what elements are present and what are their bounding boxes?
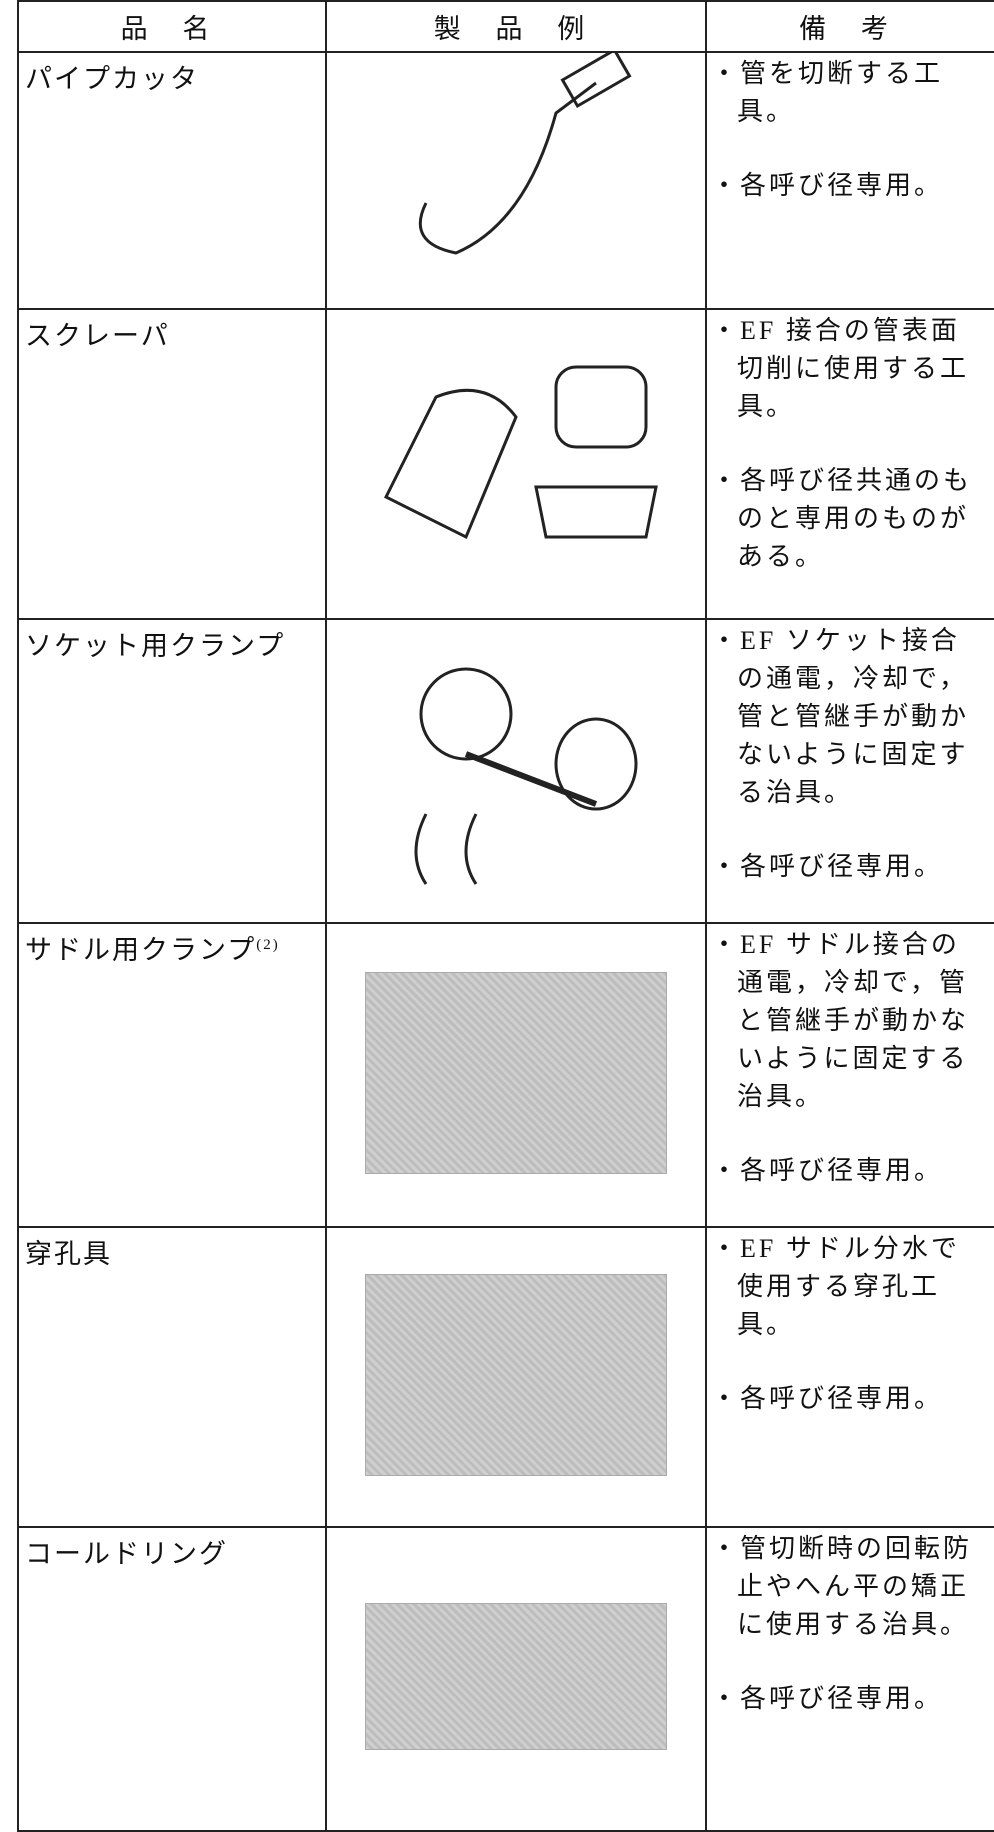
product-image — [325, 308, 707, 620]
remarks: ・EF サドル分水で使用する穿孔工具。・各呼び径専用。 — [705, 1226, 994, 1528]
tools-table: 品 名製 品 例備 考 パイプカッタ ・管を切断する工具。 ・各呼び径専用。 スクレー… — [17, 0, 994, 1832]
table-row: パイプカッタ ・管を切断する工具。・各呼び径専用。 — [17, 47, 994, 310]
remark-item: ・管切断時の回転防止やへん平の矯正に使用する治具。 — [711, 1534, 973, 1639]
product-image — [325, 922, 707, 1228]
item-name: サドル用クランプ(2) — [17, 922, 327, 1228]
table-body: パイプカッタ ・管を切断する工具。 ・各呼び径専用。 スクレーパ ・EF 接合の管表面切… — [17, 47, 994, 1832]
table-row: コールドリング ・管切断時の回転防止やへん平の矯正に使用する治具。・各呼び径専用。 — [17, 1526, 994, 1832]
item-name-text: スクレーパ — [25, 321, 170, 351]
remarks: ・EF サドル接合の通電，冷却で，管と管継手が動かないように固定する治具。・各呼… — [705, 922, 994, 1228]
item-name-text: ソケット用クランプ — [25, 631, 286, 661]
item-name: 穿孔具 — [17, 1226, 327, 1528]
remark-item: ・EF サドル接合の通電，冷却で，管と管継手が動かないように固定する治具。 — [711, 930, 970, 1111]
remark-item: ・EF サドル分水で使用する穿孔工具。 — [711, 1234, 960, 1339]
remark-item: ・各呼び径専用。 — [711, 1384, 944, 1413]
header-cell: 備 考 — [705, 0, 994, 53]
product-sketch — [383, 365, 658, 539]
remark-item: ・各呼び径専用。 — [711, 852, 944, 881]
remark-item: ・各呼び径専用。 — [711, 1156, 944, 1185]
item-name: コールドリング — [17, 1526, 327, 1832]
remark-item: ・各呼び径共通のものと専用のものがある。 — [711, 466, 973, 571]
product-sketch — [418, 47, 632, 255]
product-image — [325, 1226, 707, 1528]
item-name-text: サドル用クランプ — [25, 935, 257, 965]
product-image — [325, 1526, 707, 1832]
item-name: パイプカッタ — [17, 51, 327, 310]
table-row: ソケット用クランプ ・EF ソケット接合の通電，冷却で，管と管継手が動かないように… — [17, 618, 994, 924]
product-photo — [365, 1273, 667, 1476]
table-row: サドル用クランプ(2) ・EF サドル接合の通電，冷却で，管と管継手が動かないよう… — [17, 922, 994, 1228]
remark-item: ・EF ソケット接合の通電，冷却で，管と管継手が動かないように固定する治具。 — [711, 626, 970, 807]
remarks: ・管を切断する工具。・各呼び径専用。 — [705, 51, 994, 310]
item-name-text: パイプカッタ — [25, 64, 199, 94]
remarks: ・管切断時の回転防止やへん平の矯正に使用する治具。・各呼び径専用。 — [705, 1526, 994, 1832]
item-name: スクレーパ — [17, 308, 327, 620]
item-name: ソケット用クランプ — [17, 618, 327, 924]
product-photo — [365, 971, 667, 1174]
page: {"table": { "header": ["品 名", "製 品 例", "… — [17, 0, 994, 1832]
item-name-text: コールドリング — [25, 1539, 228, 1569]
product-sketch — [414, 667, 638, 885]
remark-item: ・EF 接合の管表面切削に使用する工具。 — [711, 316, 970, 421]
product-image — [325, 618, 707, 924]
header-cell: 品 名 — [17, 0, 327, 53]
table-row: スクレーパ ・EF 接合の管表面切削に使用する工具。 ・各呼び径共通のものと専用のも… — [17, 308, 994, 620]
remarks: ・EF ソケット接合の通電，冷却で，管と管継手が動かないように固定する治具。・各… — [705, 618, 994, 924]
item-name-text: 穿孔具 — [25, 1239, 112, 1269]
header-row: 品 名製 品 例備 考 — [17, 0, 994, 53]
remarks: ・EF 接合の管表面切削に使用する工具。 ・各呼び径共通のものと専用のものがある。 — [705, 308, 994, 620]
remark-item: ・管を切断する工具。 — [711, 59, 944, 126]
product-image — [325, 47, 707, 310]
remark-item: ・各呼び径専用。 — [711, 171, 944, 200]
product-photo — [365, 1603, 667, 1750]
header-cell: 製 品 例 — [325, 0, 707, 53]
table-row: 穿孔具 ・EF サドル分水で使用する穿孔工具。・各呼び径専用。 — [17, 1226, 994, 1528]
note-ref: (2) — [256, 937, 280, 953]
remark-item: ・各呼び径専用。 — [711, 1684, 944, 1713]
